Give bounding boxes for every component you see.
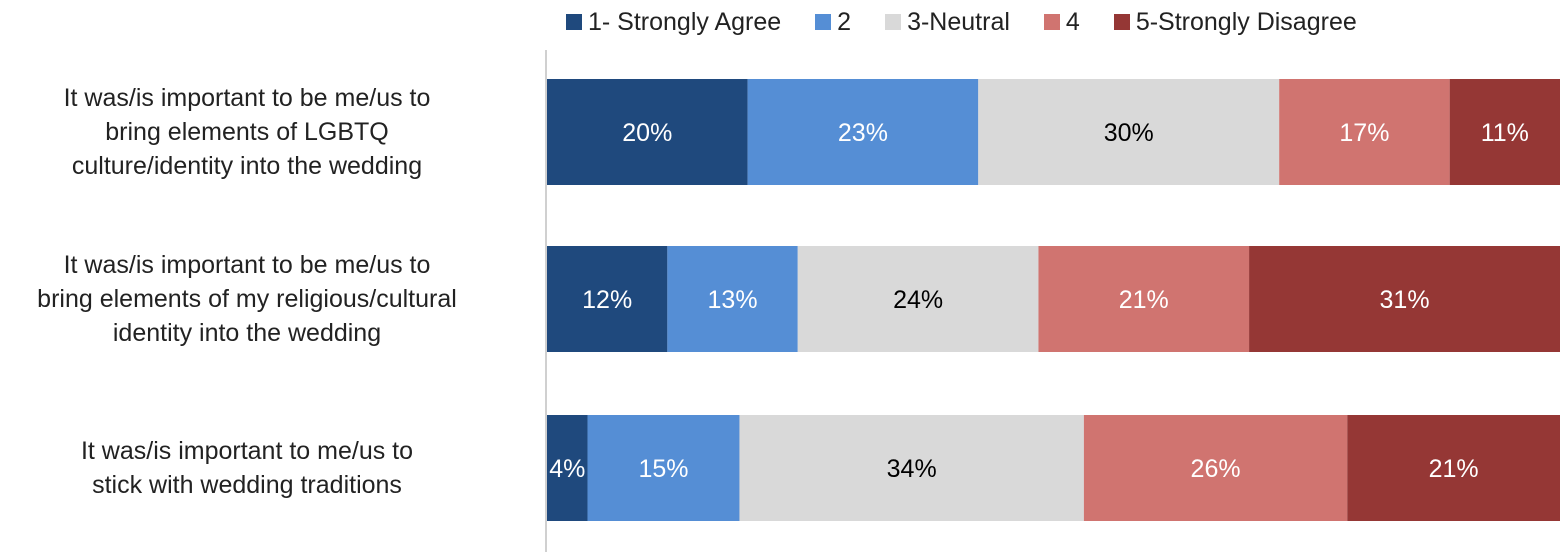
legend-item-3: 3-Neutral xyxy=(885,8,1010,37)
data-label-3-3: 34% xyxy=(887,455,937,483)
legend-item-2: 2 xyxy=(815,8,851,37)
legend-item-5: 5-Strongly Disagree xyxy=(1113,7,1357,37)
category-label-line: culture/identity into the wedding xyxy=(71,152,423,180)
bar-segment-3-1 xyxy=(547,415,588,521)
bar-segment-1-5 xyxy=(1449,79,1560,185)
legend-label: 3-Neutral xyxy=(907,7,1010,36)
legend-item-1: 1- Strongly Agree xyxy=(566,8,781,37)
legend-label: 5-Strongly Disagree xyxy=(1135,7,1357,36)
legend-swatch xyxy=(815,14,832,30)
legend-label: 4 xyxy=(1065,7,1080,36)
data-label-2-3: 24% xyxy=(893,286,943,314)
data-label-1-3: 30% xyxy=(1104,119,1154,147)
legend-swatch xyxy=(1113,14,1130,30)
chart-legend: 1- Strongly Agree 2 3-Neutral 4 5-Strongly D… xyxy=(566,6,1357,38)
data-label-2-2: 13% xyxy=(708,286,758,314)
data-label-3-2: 15% xyxy=(638,455,688,483)
data-label-2-5: 31% xyxy=(1380,286,1430,314)
legend-swatch xyxy=(1043,14,1060,30)
bar-segment-3-4 xyxy=(1083,415,1348,521)
bar-segment-3-3 xyxy=(739,415,1084,521)
data-label-2-1: 12% xyxy=(582,286,632,314)
legend-swatch xyxy=(566,14,582,30)
legend-label: 1- Strongly Agree xyxy=(588,7,782,36)
data-label-3-1: 4% xyxy=(549,455,585,483)
bar-segment-2-3 xyxy=(797,246,1039,352)
category-label-1: It was/is important to be me/us to bring … xyxy=(0,81,517,183)
data-label-1-5: 11% xyxy=(1481,119,1529,147)
bar-segment-2-4 xyxy=(1038,246,1250,352)
bar-segment-2-1 xyxy=(547,246,668,352)
legend-swatch xyxy=(885,14,902,30)
bar-segment-3-5 xyxy=(1347,415,1560,521)
category-label-line: stick with wedding traditions xyxy=(92,471,402,499)
data-label-1-4: 17% xyxy=(1339,119,1389,147)
data-label-3-5: 21% xyxy=(1429,455,1479,483)
bar-segment-1-1 xyxy=(547,79,748,185)
category-label-line: It was/is important to me/us to xyxy=(80,437,414,465)
bar-segment-2-5 xyxy=(1249,246,1560,352)
category-label-line: It was/is important to be me/us to xyxy=(63,84,431,112)
data-label-2-4: 21% xyxy=(1119,286,1169,314)
bar-segment-1-3 xyxy=(978,79,1280,185)
data-label-1-1: 20% xyxy=(622,119,672,147)
category-label-line: bring elements of my religious/cultural xyxy=(37,285,457,313)
bar-segment-3-2 xyxy=(587,415,740,521)
legend-label: 2 xyxy=(837,7,852,36)
category-label-2: It was/is important to be me/us to bring … xyxy=(0,248,517,350)
category-label-line: identity into the wedding xyxy=(112,319,382,347)
category-label-line: It was/is important to be me/us to xyxy=(63,251,431,279)
bar-segment-2-2 xyxy=(667,246,798,352)
data-label-1-2: 23% xyxy=(838,119,888,147)
category-label-3: It was/is important to me/us to stick wit… xyxy=(0,434,517,502)
legend-item-4: 4 xyxy=(1043,7,1080,37)
data-label-3-4: 26% xyxy=(1191,455,1241,483)
bar-segment-1-4 xyxy=(1279,79,1450,185)
bar-segment-1-2 xyxy=(747,79,979,185)
category-label-line: bring elements of LGBTQ xyxy=(105,118,389,146)
